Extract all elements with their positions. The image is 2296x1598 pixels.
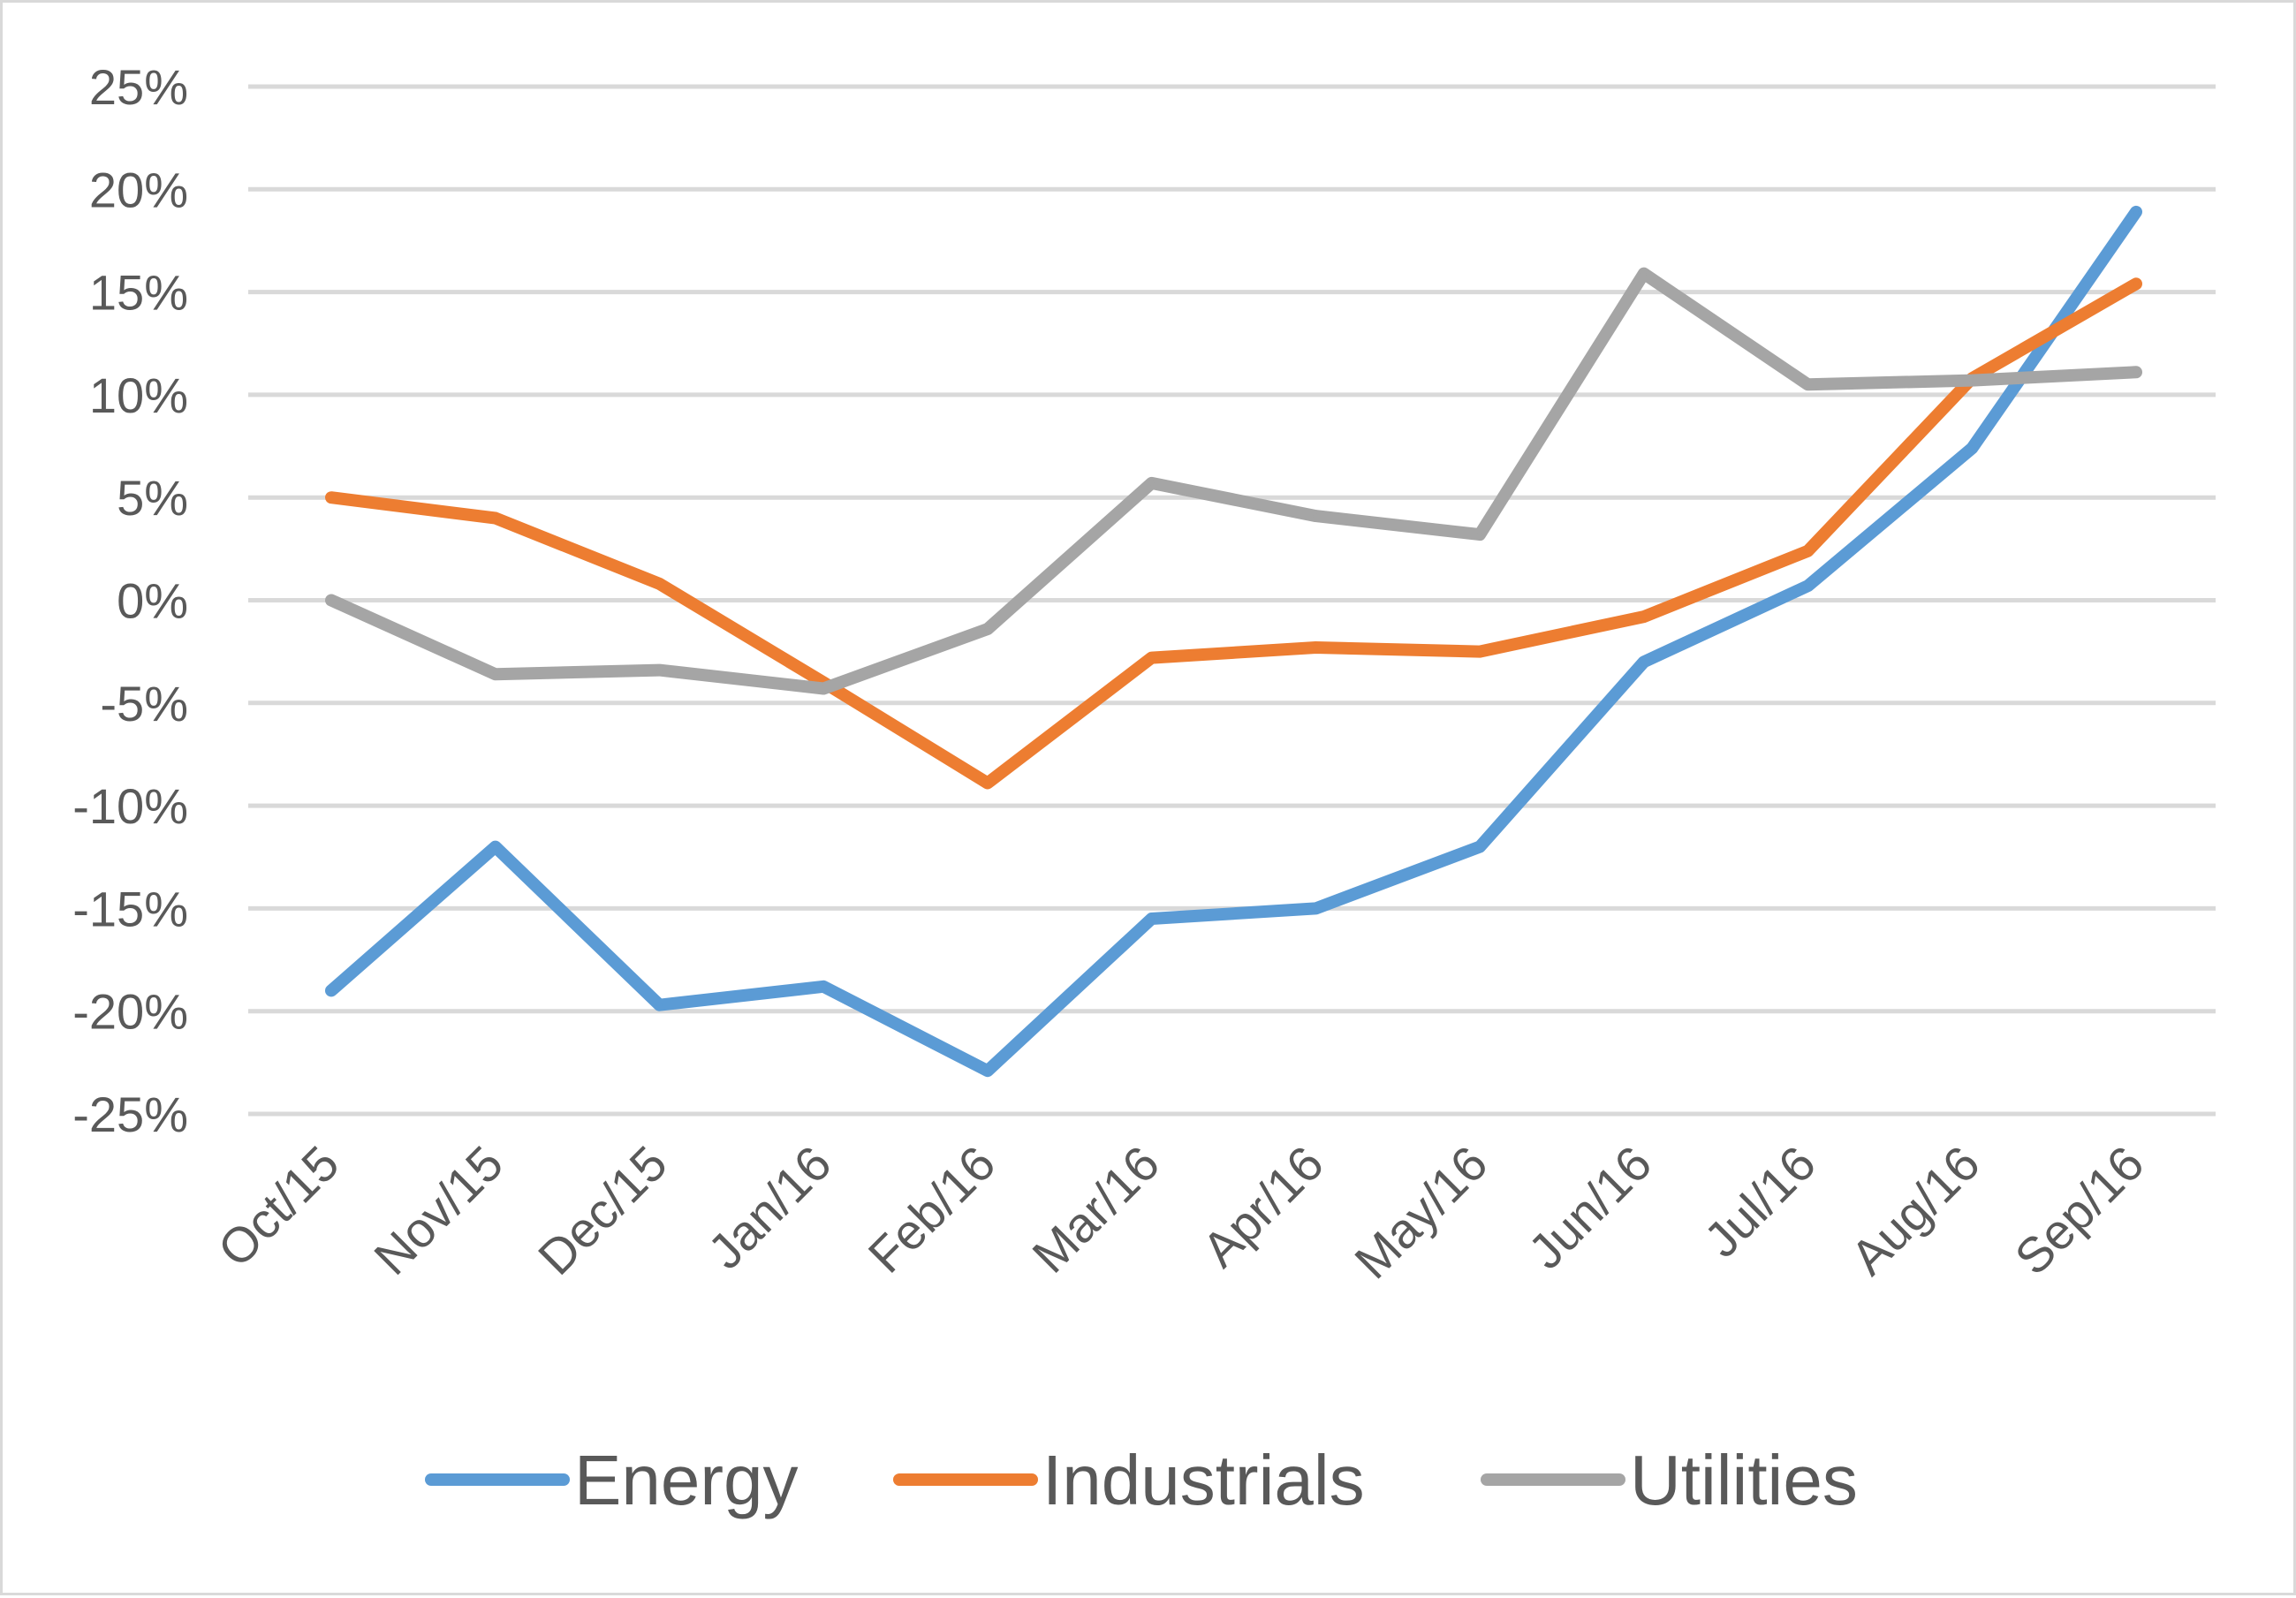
gridlines <box>248 84 2216 1117</box>
y-tick-label: -25% <box>72 1087 188 1142</box>
legend-label-industrials: Industrials <box>1042 1441 1365 1519</box>
data-point-energy <box>821 983 827 989</box>
data-point-utilities <box>1148 480 1155 486</box>
data-point-utilities <box>1477 532 1483 538</box>
x-tick-label: May/16 <box>1344 1135 1497 1289</box>
data-point-utilities <box>1805 382 1811 388</box>
x-tick-label: Jun/16 <box>1518 1135 1662 1279</box>
y-tick-label: 0% <box>117 573 188 629</box>
y-tick-label: -10% <box>72 778 188 834</box>
legend-label-energy: Energy <box>574 1441 798 1519</box>
legend-label-utilities: Utilities <box>1630 1441 1858 1519</box>
y-tick-label: -5% <box>100 676 188 731</box>
x-tick-label: Aug/16 <box>1840 1135 1990 1285</box>
y-tick-label: 20% <box>89 162 188 217</box>
data-point-energy <box>1805 583 1811 589</box>
data-point-utilities <box>329 597 334 603</box>
x-tick-label: Mar/16 <box>1021 1135 1170 1284</box>
data-point-utilities <box>2133 369 2139 375</box>
x-tick-label: Apr/16 <box>1192 1135 1334 1277</box>
y-axis-ticks: 25% 20% 15% 10% 5% 0% -5% -10% -15% -20% -25% <box>72 59 188 1142</box>
data-point-energy <box>1477 844 1483 850</box>
x-axis-ticks: Oct/15 Nov/15 Dec/15 Jan/16 Feb/16 Mar/16 Apr/… <box>207 1135 2154 1289</box>
data-point-energy <box>329 988 334 994</box>
x-tick-label: Sep/16 <box>2004 1135 2154 1285</box>
x-tick-label: Jan/16 <box>697 1135 841 1279</box>
data-point-industrials <box>1805 548 1811 554</box>
series-line-utilities <box>325 267 2142 695</box>
y-tick-label: 5% <box>117 470 188 526</box>
y-tick-label: 25% <box>89 59 188 115</box>
x-tick-label: Jul/16 <box>1694 1135 1826 1268</box>
series-line-industrials <box>325 277 2142 790</box>
data-point-industrials <box>984 780 990 786</box>
data-point-industrials <box>2133 281 2139 287</box>
x-tick-label: Oct/15 <box>207 1135 349 1277</box>
line-chart: 25% 20% 15% 10% 5% 0% -5% -10% -15% -20% -25% Oct/… <box>72 59 2216 1519</box>
series-line-energy <box>325 205 2142 1078</box>
legend: Energy Industrials Utilities <box>425 1441 1858 1519</box>
data-point-energy <box>492 844 498 850</box>
y-tick-label: -20% <box>72 984 188 1040</box>
data-point-utilities <box>984 626 990 632</box>
data-point-energy <box>1313 905 1319 912</box>
data-point-utilities <box>1313 513 1319 519</box>
data-point-utilities <box>656 667 663 673</box>
data-point-energy <box>1641 659 1647 665</box>
data-point-industrials <box>492 515 498 521</box>
data-point-industrials <box>329 495 334 501</box>
data-point-industrials <box>1641 614 1647 620</box>
data-point-utilities <box>1641 270 1647 276</box>
data-point-energy <box>656 1002 663 1008</box>
x-tick-label: Dec/15 <box>527 1135 678 1285</box>
data-point-industrials <box>1313 644 1319 650</box>
x-tick-label: Feb/16 <box>858 1135 1006 1284</box>
data-point-utilities <box>1969 377 1975 383</box>
data-point-industrials <box>1477 648 1483 655</box>
x-tick-label: Nov/15 <box>363 1135 513 1285</box>
data-point-energy <box>1969 445 1975 451</box>
y-tick-label: -15% <box>72 881 188 936</box>
data-point-energy <box>1148 916 1155 922</box>
data-point-industrials <box>656 580 663 587</box>
data-point-utilities <box>821 685 827 692</box>
y-tick-label: 15% <box>89 265 188 321</box>
data-point-industrials <box>1148 655 1155 661</box>
data-point-energy <box>984 1068 990 1074</box>
data-point-utilities <box>492 671 498 678</box>
y-tick-label: 10% <box>89 367 188 423</box>
data-point-energy <box>2133 208 2139 215</box>
series-lines <box>325 205 2142 1078</box>
